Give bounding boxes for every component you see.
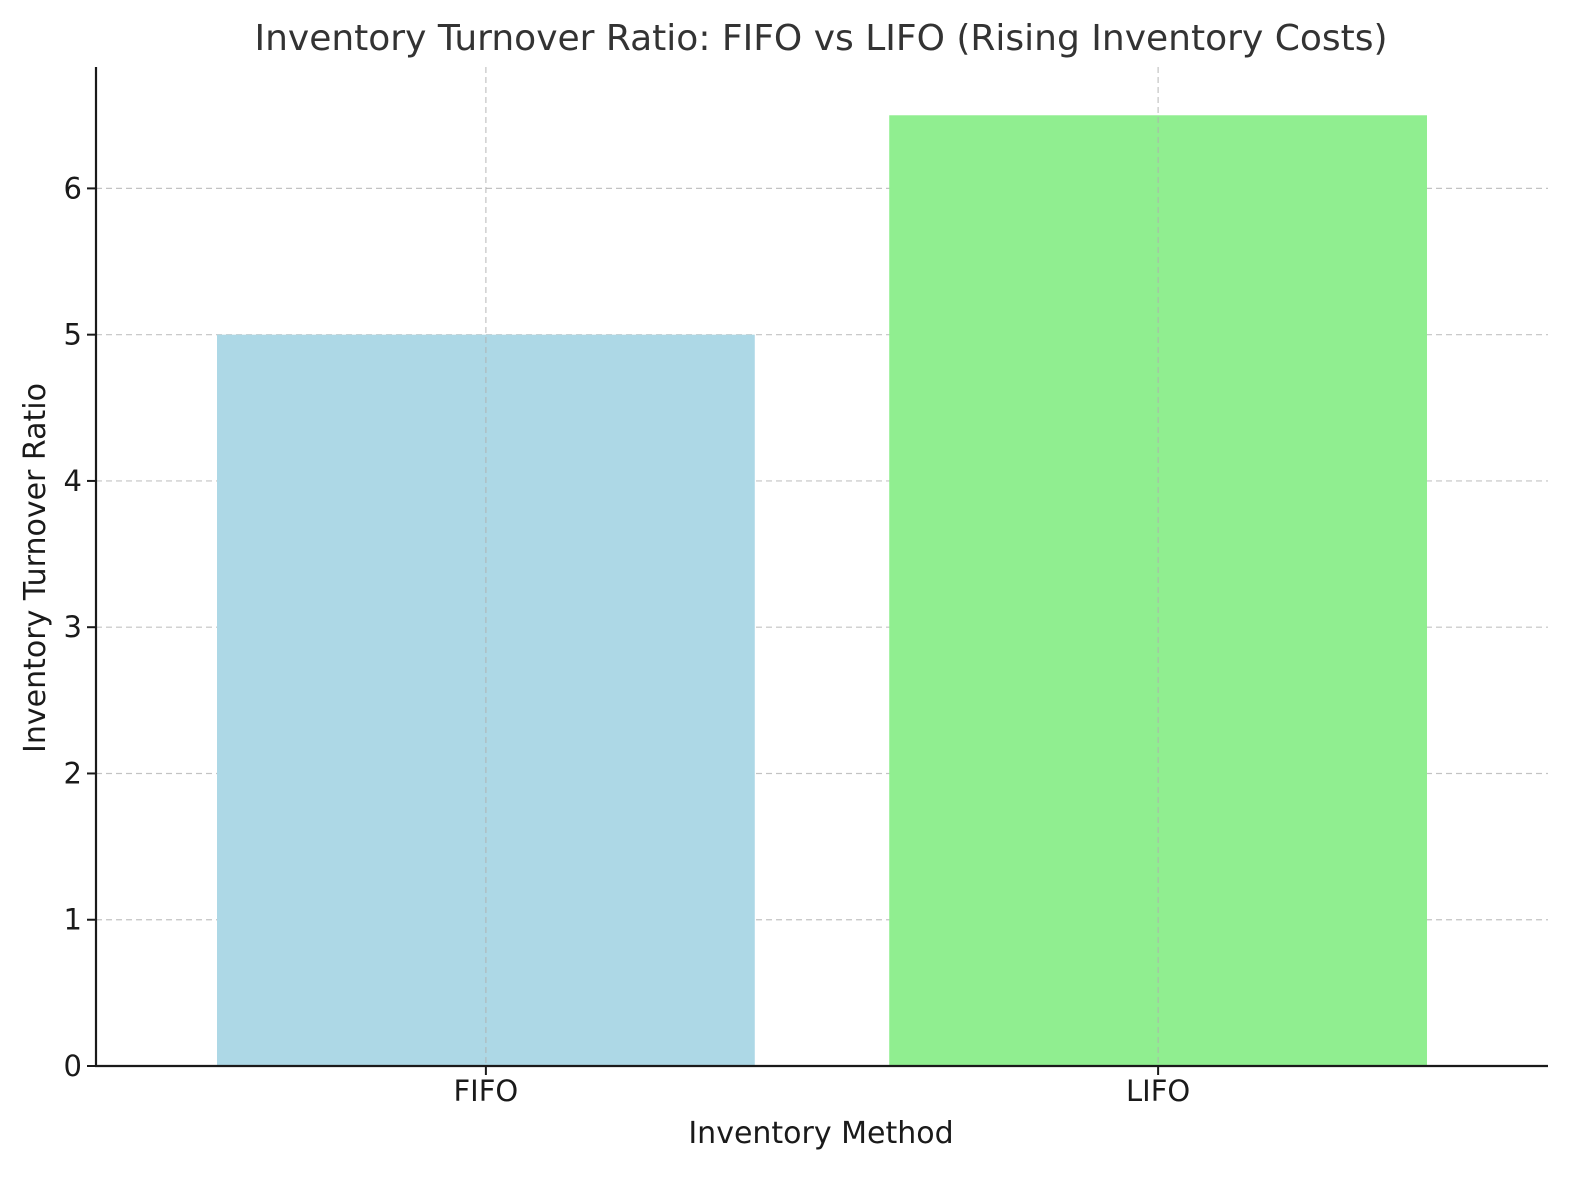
bars-layer [217,115,1427,1067]
y-axis-label: Inventory Turnover Ratio [18,383,53,753]
y-tick-label-1: 1 [64,903,82,937]
y-tick-label-6: 6 [64,171,82,205]
x-axis-label: Inventory Method [688,1116,953,1151]
y-tick-label-3: 3 [64,610,82,644]
y-tick-label-5: 5 [64,318,82,352]
ticks-layer: 0 1 2 3 4 5 6 FIFO LIFO [64,171,1191,1108]
y-tick-label-2: 2 [64,756,82,790]
x-tick-label-lifo: LIFO [1126,1074,1190,1108]
grid-overlay-layer [485,67,1159,1066]
x-tick-label-fifo: FIFO [454,1074,519,1108]
axes-layer [94,67,1548,1068]
y-tick-label-4: 4 [64,464,82,498]
chart-title: Inventory Turnover Ratio: FIFO vs LIFO (… [254,18,1387,59]
y-tick-label-0: 0 [64,1049,82,1083]
